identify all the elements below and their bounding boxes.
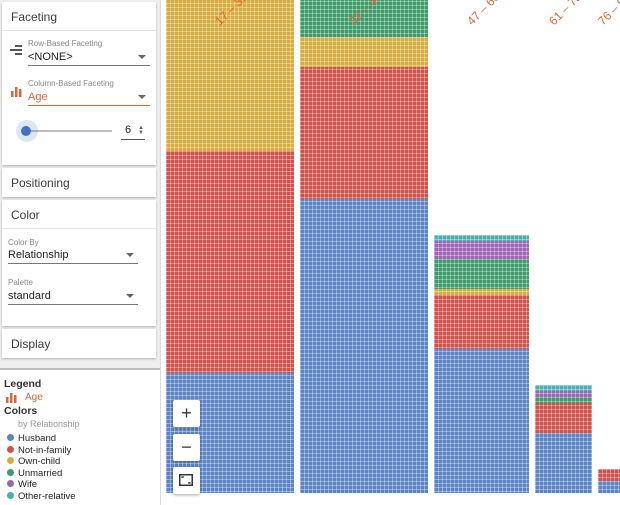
column-facet-value: Age (28, 91, 48, 103)
facet-segment (300, 0, 428, 37)
palette-select[interactable]: standard (8, 289, 138, 305)
zoom-in-button[interactable]: + (173, 400, 200, 427)
facet-segment (300, 67, 428, 199)
facet-count-value: 6 (125, 124, 132, 136)
facet-column[interactable] (434, 235, 529, 493)
chevron-down-icon (138, 55, 146, 59)
facet-segment (434, 289, 529, 295)
color-title: Color (11, 208, 40, 222)
legend-title: Legend (4, 378, 42, 390)
facet-count-input[interactable]: 6 ▲ ▼ (121, 124, 145, 140)
slider-track (22, 130, 112, 132)
legend-swatch (7, 434, 14, 441)
legend-swatch (7, 468, 14, 476)
divider (2, 228, 156, 229)
display-title: Display (11, 337, 51, 351)
chevron-down-icon (126, 253, 134, 257)
facet-segment (166, 0, 294, 151)
row-facet-value: <NONE> (28, 51, 73, 63)
divider (2, 30, 156, 31)
facet-label: 76 – 90 (595, 0, 620, 29)
legend-swatch (7, 480, 14, 487)
facet-segment (434, 235, 529, 241)
chevron-down-icon (126, 294, 134, 298)
legend-facet-name: Age (25, 392, 43, 403)
fit-screen-icon (179, 474, 193, 486)
legend-swatch (7, 445, 14, 453)
legend-item: Wife (7, 479, 37, 490)
facet-column[interactable] (300, 0, 428, 493)
facet-segment (535, 391, 592, 397)
display-card[interactable]: Display (2, 329, 156, 358)
color-by-label: Color By (8, 238, 39, 247)
column-facet-label: Column-Based Faceting (28, 79, 114, 88)
legend-swatch (7, 491, 14, 499)
facet-column[interactable] (535, 385, 592, 493)
legend-label: Wife (18, 479, 37, 490)
legend-item: Other-relative (7, 491, 76, 502)
legend-item: Not-in-family (7, 445, 71, 456)
color-by-select[interactable]: Relationship (8, 248, 138, 264)
facet-segment (434, 349, 529, 493)
legend-label: Other-relative (18, 490, 76, 502)
facet-segment (300, 37, 428, 67)
legend-item: Husband (7, 433, 56, 444)
palette-label: Palette (8, 278, 33, 287)
facet-column[interactable] (166, 0, 294, 493)
facet-segment (166, 151, 294, 373)
facet-segment (300, 199, 428, 493)
facet-segment (434, 241, 529, 259)
facet-segment (535, 385, 592, 391)
positioning-card[interactable]: Positioning (2, 168, 156, 197)
column-facet-select[interactable]: Age (28, 90, 150, 106)
facet-segment (598, 481, 620, 493)
legend-label: Husband (18, 433, 57, 444)
faceting-title: Faceting (11, 10, 58, 24)
zoom-out-button[interactable]: − (173, 434, 200, 461)
bar-chart-icon (6, 393, 17, 403)
chevron-down-icon (138, 95, 146, 99)
slider-thumb[interactable] (21, 126, 31, 136)
legend-colors-title: Colors (4, 405, 38, 417)
settings-panel: Faceting Row-Based Faceting <NONE> Colum… (0, 0, 161, 505)
facet-segment (535, 397, 592, 403)
facet-count-slider[interactable] (16, 120, 112, 142)
facet-segment (598, 469, 620, 481)
bar-chart-icon (11, 87, 22, 97)
palette-value: standard (8, 290, 51, 302)
legend-label: Not-in-family (18, 444, 72, 456)
facet-label: 61 – 75 (545, 0, 584, 28)
facet-column[interactable] (598, 469, 620, 493)
color-by-value: Relationship (8, 249, 69, 261)
facet-segment (434, 295, 529, 349)
stepper-icon: ▲ ▼ (138, 125, 144, 136)
facet-segment (535, 403, 592, 433)
positioning-title: Positioning (11, 176, 70, 190)
legend-label: Unmarried (18, 467, 63, 479)
legend-swatch (7, 457, 14, 464)
legend-item: Unmarried (7, 468, 62, 479)
rows-icon (10, 45, 22, 55)
legend-item: Own-child (7, 456, 60, 467)
row-facet-select[interactable]: <NONE> (28, 50, 150, 66)
facet-segment (535, 433, 592, 493)
legend: Legend Age Colors by Relationship Husban… (0, 368, 160, 505)
fit-screen-button[interactable] (173, 467, 200, 494)
facet-label: 47 – 60 (463, 0, 502, 28)
row-facet-label: Row-Based Faceting (28, 39, 103, 48)
legend-by-text: by Relationship (18, 419, 80, 429)
color-card: Color Color By Relationship Palette stan… (2, 200, 156, 326)
legend-label: Own-child (18, 456, 61, 467)
facet-segment (434, 259, 529, 289)
faceting-card: Faceting Row-Based Faceting <NONE> Colum… (2, 2, 156, 165)
